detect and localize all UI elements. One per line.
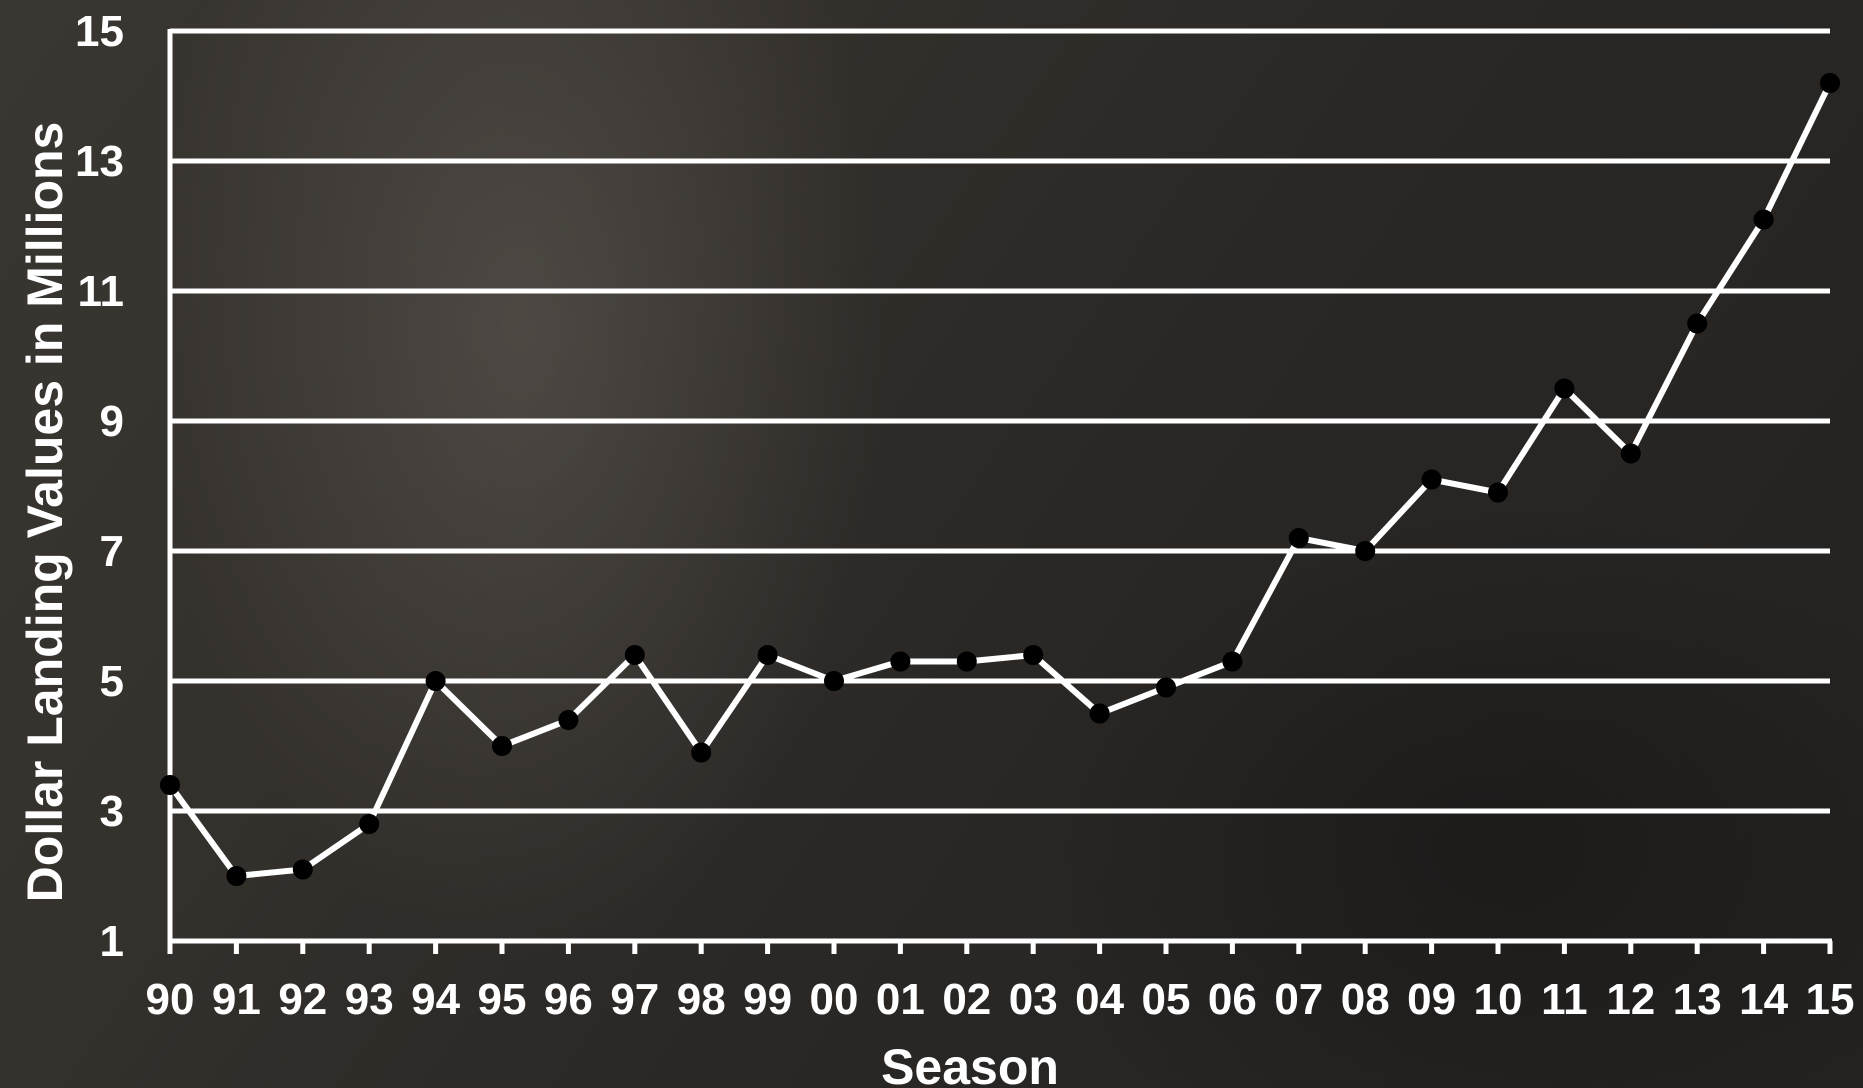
x-tick-label-92: 92 [278,975,327,1024]
y-tick-label-5: 5 [100,657,124,706]
data-point-01 [890,651,911,672]
data-point-00 [824,671,844,691]
x-tick-label-90: 90 [146,975,195,1024]
series-line-0 [167,80,1833,880]
data-point-12 [1620,443,1641,464]
x-tick-label-03: 03 [1009,975,1058,1024]
gridlines [170,28,1830,814]
x-tick-label-94: 94 [411,975,460,1024]
data-point-98 [691,742,712,763]
series [160,73,1840,886]
x-tick-label-95: 95 [478,975,527,1024]
data-point-99 [757,645,778,665]
y-tick-label-1: 1 [100,917,124,966]
x-tick-label-10: 10 [1474,975,1523,1024]
data-point-14 [1753,209,1774,230]
x-tick-label-04: 04 [1075,975,1124,1024]
x-tick-label-96: 96 [544,975,593,1024]
x-tick-label-14: 14 [1739,975,1788,1024]
data-point-08 [1355,541,1376,561]
data-point-96 [558,710,579,730]
x-tick-label-05: 05 [1142,975,1191,1024]
x-tick-label-01: 01 [876,975,925,1024]
data-point-13 [1687,313,1708,334]
data-point-09 [1421,469,1442,490]
x-tick-label-09: 09 [1407,975,1456,1024]
data-point-15 [1820,73,1840,93]
data-point-91 [226,866,247,886]
data-point-90 [160,775,180,795]
x-tick-label-02: 02 [942,975,991,1024]
y-tick-label-3: 3 [100,787,124,836]
data-point-07 [1288,528,1309,548]
data-point-93 [359,814,380,834]
x-tick-label-00: 00 [810,975,859,1024]
data-point-03 [1023,645,1044,665]
x-tick-label-13: 13 [1673,975,1722,1024]
data-point-95 [492,736,512,756]
x-tick-label-91: 91 [212,975,261,1024]
x-tick-label-15: 15 [1806,975,1855,1024]
data-point-11 [1554,378,1575,399]
data-point-06 [1222,651,1243,672]
axes [167,29,1833,954]
y-tick-label-9: 9 [100,397,124,446]
x-tick-label-97: 97 [610,975,659,1024]
data-point-97 [624,645,645,665]
x-tick-label-08: 08 [1341,975,1390,1024]
y-axis-title: Dollar Landing Values in Millions [17,122,73,903]
data-point-94 [425,671,446,691]
data-point-04 [1089,703,1110,724]
x-tick-label-07: 07 [1274,975,1323,1024]
data-point-10 [1488,482,1508,503]
x-tick-label-93: 93 [345,975,394,1024]
x-tick-label-12: 12 [1606,975,1655,1024]
y-tick-label-11: 11 [77,267,124,316]
x-tick-label-98: 98 [677,975,726,1024]
x-tick-label-06: 06 [1208,975,1257,1024]
x-axis-title: Season [881,1039,1059,1088]
y-tick-label-7: 7 [100,527,124,576]
y-tick-label-13: 13 [75,137,124,186]
data-point-92 [292,859,313,880]
x-tick-label-11: 11 [1541,975,1588,1024]
x-tick-label-99: 99 [743,975,792,1024]
x-tick-labels: 90 91 92 93 94 95 96 97 98 99 00 01 02 03 04 05 06 07 08 09… [146,975,1855,1024]
data-point-02 [956,651,977,672]
data-point-05 [1156,677,1176,698]
y-tick-label-15: 15 [75,7,124,56]
